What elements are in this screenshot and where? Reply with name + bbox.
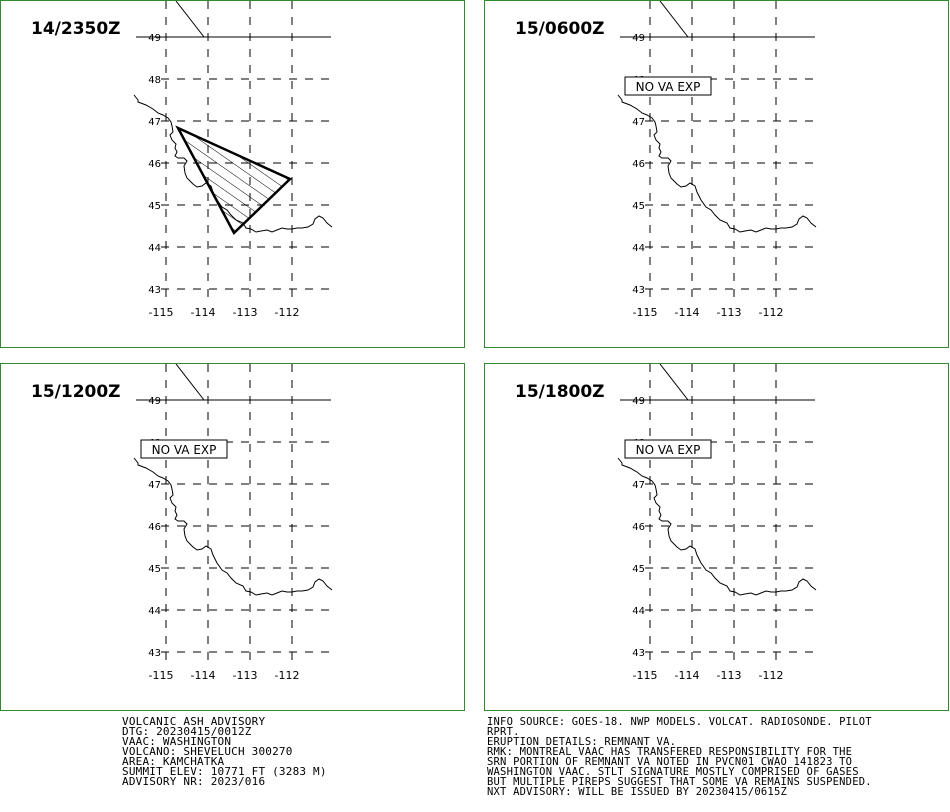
latitude-label: 43: [148, 285, 161, 296]
longitude-label: -112: [275, 306, 300, 319]
info-line: BUT MULTIPLE PIREPS SUGGEST THAT SOME VA…: [487, 776, 872, 788]
advisory-line: VAAC: WASHINGTON: [122, 735, 232, 748]
advisory-info-text: INFO SOURCE: GOES-18. NWP MODELS. VOLCAT…: [487, 716, 872, 798]
info-line: NXT ADVISORY: WILL BE ISSUED BY 20230415…: [487, 786, 787, 798]
border-line: [175, 364, 205, 401]
latitude-label: 49: [632, 33, 645, 44]
ash-cloud-polygon: [175, 125, 293, 236]
longitude-label: -114: [675, 669, 700, 682]
longitude-label: -113: [717, 306, 742, 319]
info-line: RPRT.: [487, 726, 520, 738]
border-line: [659, 1, 689, 38]
latitude-label: 44: [148, 606, 161, 617]
longitude-label: -112: [759, 306, 784, 319]
label-box: [624, 439, 712, 459]
coastline: [617, 94, 817, 233]
latitude-label: 49: [148, 33, 161, 44]
latitude-label: 45: [148, 201, 161, 212]
map-panel-1: 49 48 47 46 45 44 43 -115 -114 -113 -112 14/2350Z: [0, 0, 465, 348]
border-line: [659, 364, 689, 401]
longitude-label: -112: [275, 669, 300, 682]
longitude-label: -112: [759, 669, 784, 682]
longitude-label: -114: [191, 306, 216, 319]
advisory-line: VOLCANIC ASH ADVISORY: [122, 715, 266, 728]
info-line: INFO SOURCE: GOES-18. NWP MODELS. VOLCAT…: [487, 716, 872, 728]
latitude-label: 46: [148, 522, 161, 533]
no-va-label: NO VA EXP: [624, 76, 712, 96]
map-layer: 49 48 47 46 45 44 43 -115 -114 -113 -112: [133, 1, 333, 319]
label-text: NO VA EXP: [152, 443, 217, 457]
latitude-label: 49: [632, 396, 645, 407]
latitude-label: 45: [632, 564, 645, 575]
advisory-line: VOLCANO: SHEVELUCH 300270: [122, 745, 293, 758]
advisory-line: AREA: KAMCHATKA: [122, 755, 225, 768]
latitude-label: 47: [148, 480, 161, 491]
longitude-label: -113: [233, 306, 258, 319]
latitude-label: 43: [632, 648, 645, 659]
latitude-label: 46: [632, 159, 645, 170]
latitude-label: 47: [632, 117, 645, 128]
latitude-label: 43: [148, 648, 161, 659]
info-line: RMK: MONTREAL VAAC HAS TRANSFERED RESPON…: [487, 746, 853, 758]
advisory-line: ADVISORY NR: 2023/016: [122, 775, 266, 788]
latitude-label: 44: [632, 243, 645, 254]
latitude-label: 44: [148, 243, 161, 254]
latitude-label: 46: [148, 159, 161, 170]
label-text: NO VA EXP: [636, 443, 701, 457]
latitude-label: 47: [148, 117, 161, 128]
advisory-header-text: VOLCANIC ASH ADVISORY DTG: 20230415/0012…: [122, 715, 327, 788]
latitude-label: 44: [632, 606, 645, 617]
panel-time-label: 14/2350Z: [31, 19, 121, 39]
advisory-line: SUMMIT ELEV: 10771 FT (3283 M): [122, 765, 327, 778]
longitude-label: -115: [149, 306, 174, 319]
latitude-label: 49: [148, 396, 161, 407]
info-line: SRN PORTION OF REMNANT VA NOTED IN PVCN0…: [487, 756, 853, 768]
longitude-label: -114: [675, 306, 700, 319]
coastline: [617, 457, 817, 596]
label-box: [140, 439, 228, 459]
map-1: 49 48 47 46 45 44 43 -115 -114 -113 -112: [133, 1, 333, 319]
longitude-label: -115: [633, 669, 658, 682]
border-line: [175, 1, 205, 38]
panel-time-label: 15/0600Z: [515, 19, 605, 39]
panel-time-label: 15/1200Z: [31, 382, 121, 402]
longitude-label: -114: [191, 669, 216, 682]
advisory-line: DTG: 20230415/0012Z: [122, 725, 252, 738]
label-text: NO VA EXP: [636, 80, 701, 94]
info-line: ERUPTION DETAILS: REMNANT VA.: [487, 736, 677, 748]
info-line: WASHINGTON VAAC. STLT SIGNATURE MOSTLY C…: [487, 766, 859, 778]
latitude-label: 43: [632, 285, 645, 296]
label-box: [624, 76, 712, 96]
longitude-label: -113: [717, 669, 742, 682]
coastline: [133, 457, 333, 596]
latitude-label: 47: [632, 480, 645, 491]
latitude-label: 48: [148, 75, 161, 86]
latitude-label: 46: [632, 522, 645, 533]
latitude-label: 45: [632, 201, 645, 212]
latitude-label: 45: [148, 564, 161, 575]
longitude-label: -115: [149, 669, 174, 682]
longitude-label: -113: [233, 669, 258, 682]
longitude-label: -115: [633, 306, 658, 319]
no-va-label: NO VA EXP: [624, 439, 712, 459]
panel-time-label: 15/1800Z: [515, 382, 605, 402]
no-va-label: NO VA EXP: [140, 439, 228, 459]
